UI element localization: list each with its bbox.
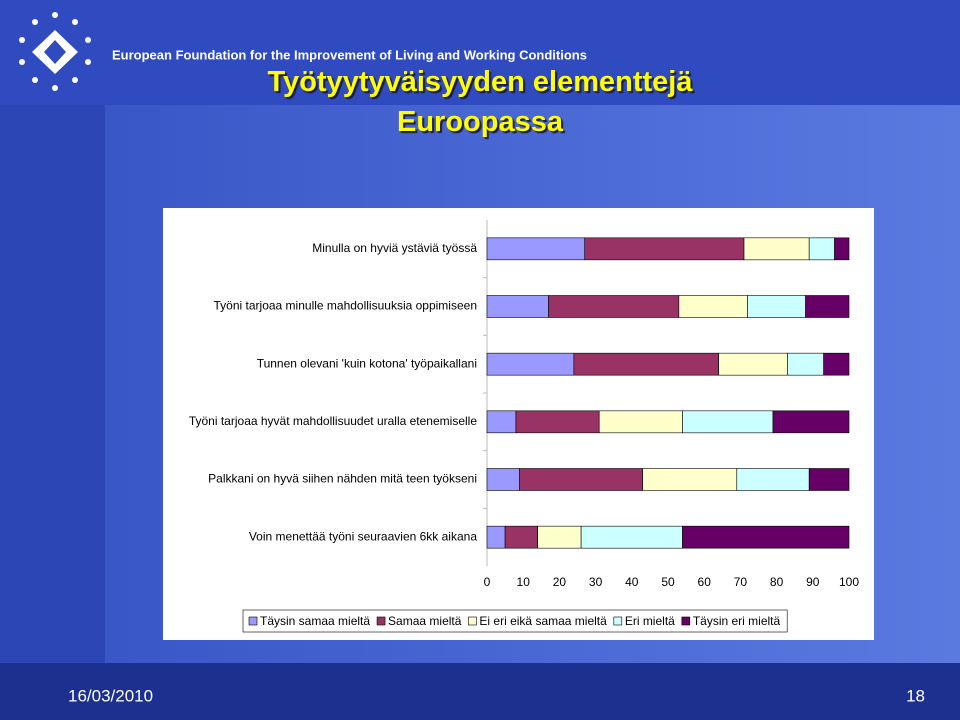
bar-segment — [736, 468, 810, 491]
x-tick-label: 100 — [839, 575, 859, 589]
bar-segment — [823, 352, 850, 376]
bar-segment — [808, 468, 850, 491]
x-tick-label: 0 — [484, 575, 491, 589]
bar-segment — [718, 352, 788, 376]
bar-segment — [772, 410, 850, 434]
slide-title: Työtyytyväisyyden elementtejä — [267, 66, 693, 98]
bar-segment — [808, 237, 835, 261]
bar-segment — [486, 352, 575, 376]
legend-label: Ei eri eikä samaa mieltä — [479, 614, 607, 628]
legend-label: Samaa mieltä — [388, 614, 462, 628]
footer-band — [0, 663, 960, 720]
logo — [19, 12, 91, 91]
bar-segment — [548, 295, 680, 318]
legend-swatch — [681, 616, 691, 626]
x-tick-label: 80 — [770, 575, 784, 589]
bar-segment — [747, 295, 806, 318]
bar-segment — [537, 525, 582, 549]
bar-segment — [486, 295, 549, 318]
legend-label: Täysin eri mieltä — [693, 614, 781, 628]
bar-segment — [598, 410, 683, 434]
bar-segment — [682, 410, 774, 434]
x-tick-label: 50 — [661, 575, 675, 589]
x-tick-label: 70 — [734, 575, 748, 589]
bar-segment — [515, 410, 600, 434]
bar-segment — [486, 525, 506, 549]
header-band — [0, 0, 960, 105]
x-tick-label: 90 — [806, 575, 820, 589]
legend-label: Täysin samaa mieltä — [260, 614, 370, 628]
side-band — [0, 105, 105, 663]
legend-swatch — [468, 616, 477, 626]
x-tick-label: 60 — [698, 575, 712, 589]
bar-segment — [486, 410, 517, 434]
bar-segment — [787, 352, 824, 376]
x-tick-label: 40 — [625, 575, 639, 589]
bar-segment — [743, 237, 810, 261]
legend-swatch — [248, 616, 258, 626]
legend-swatch — [376, 616, 386, 626]
legend-label: Eri mieltä — [625, 614, 675, 628]
bar-segment — [519, 468, 643, 491]
y-tick-label: Minulla on hyviä ystäviä työssä — [312, 241, 477, 255]
y-tick-label: Työni tarjoaa hyvät mahdollisuudet urall… — [189, 414, 477, 428]
x-tick-label: 10 — [517, 575, 531, 589]
x-tick-label: 20 — [553, 575, 567, 589]
organization: European Foundation for the Improvement … — [112, 47, 587, 62]
legend-swatch — [613, 616, 623, 626]
y-tick-label: Tunnen olevani 'kuin kotona' työpaikalla… — [257, 356, 477, 370]
bar-segment — [642, 468, 738, 491]
footer-date: 16/03/2010 — [68, 686, 153, 705]
y-tick-label: Työni tarjoaa minulle mahdollisuuksia op… — [214, 299, 477, 313]
y-tick-label: Palkkani on hyvä siihen nähden mitä teen… — [208, 472, 477, 486]
legend-box — [242, 609, 788, 633]
bar-segment — [573, 352, 719, 376]
bar-segment — [678, 295, 748, 318]
bar-segment — [834, 237, 850, 261]
page-number: 18 — [906, 686, 925, 705]
x-tick-label: 30 — [589, 575, 603, 589]
bar-segment — [486, 468, 520, 491]
bar-segment — [504, 525, 538, 549]
bar-segment — [584, 237, 745, 261]
bar-segment — [580, 525, 683, 549]
y-tick-label: Voin menettää työni seuraavien 6kk aikan… — [249, 529, 477, 543]
slide-title: Euroopassa — [397, 106, 563, 138]
bar-segment — [682, 525, 850, 549]
bar-segment — [486, 237, 586, 261]
bar-segment — [805, 295, 850, 318]
